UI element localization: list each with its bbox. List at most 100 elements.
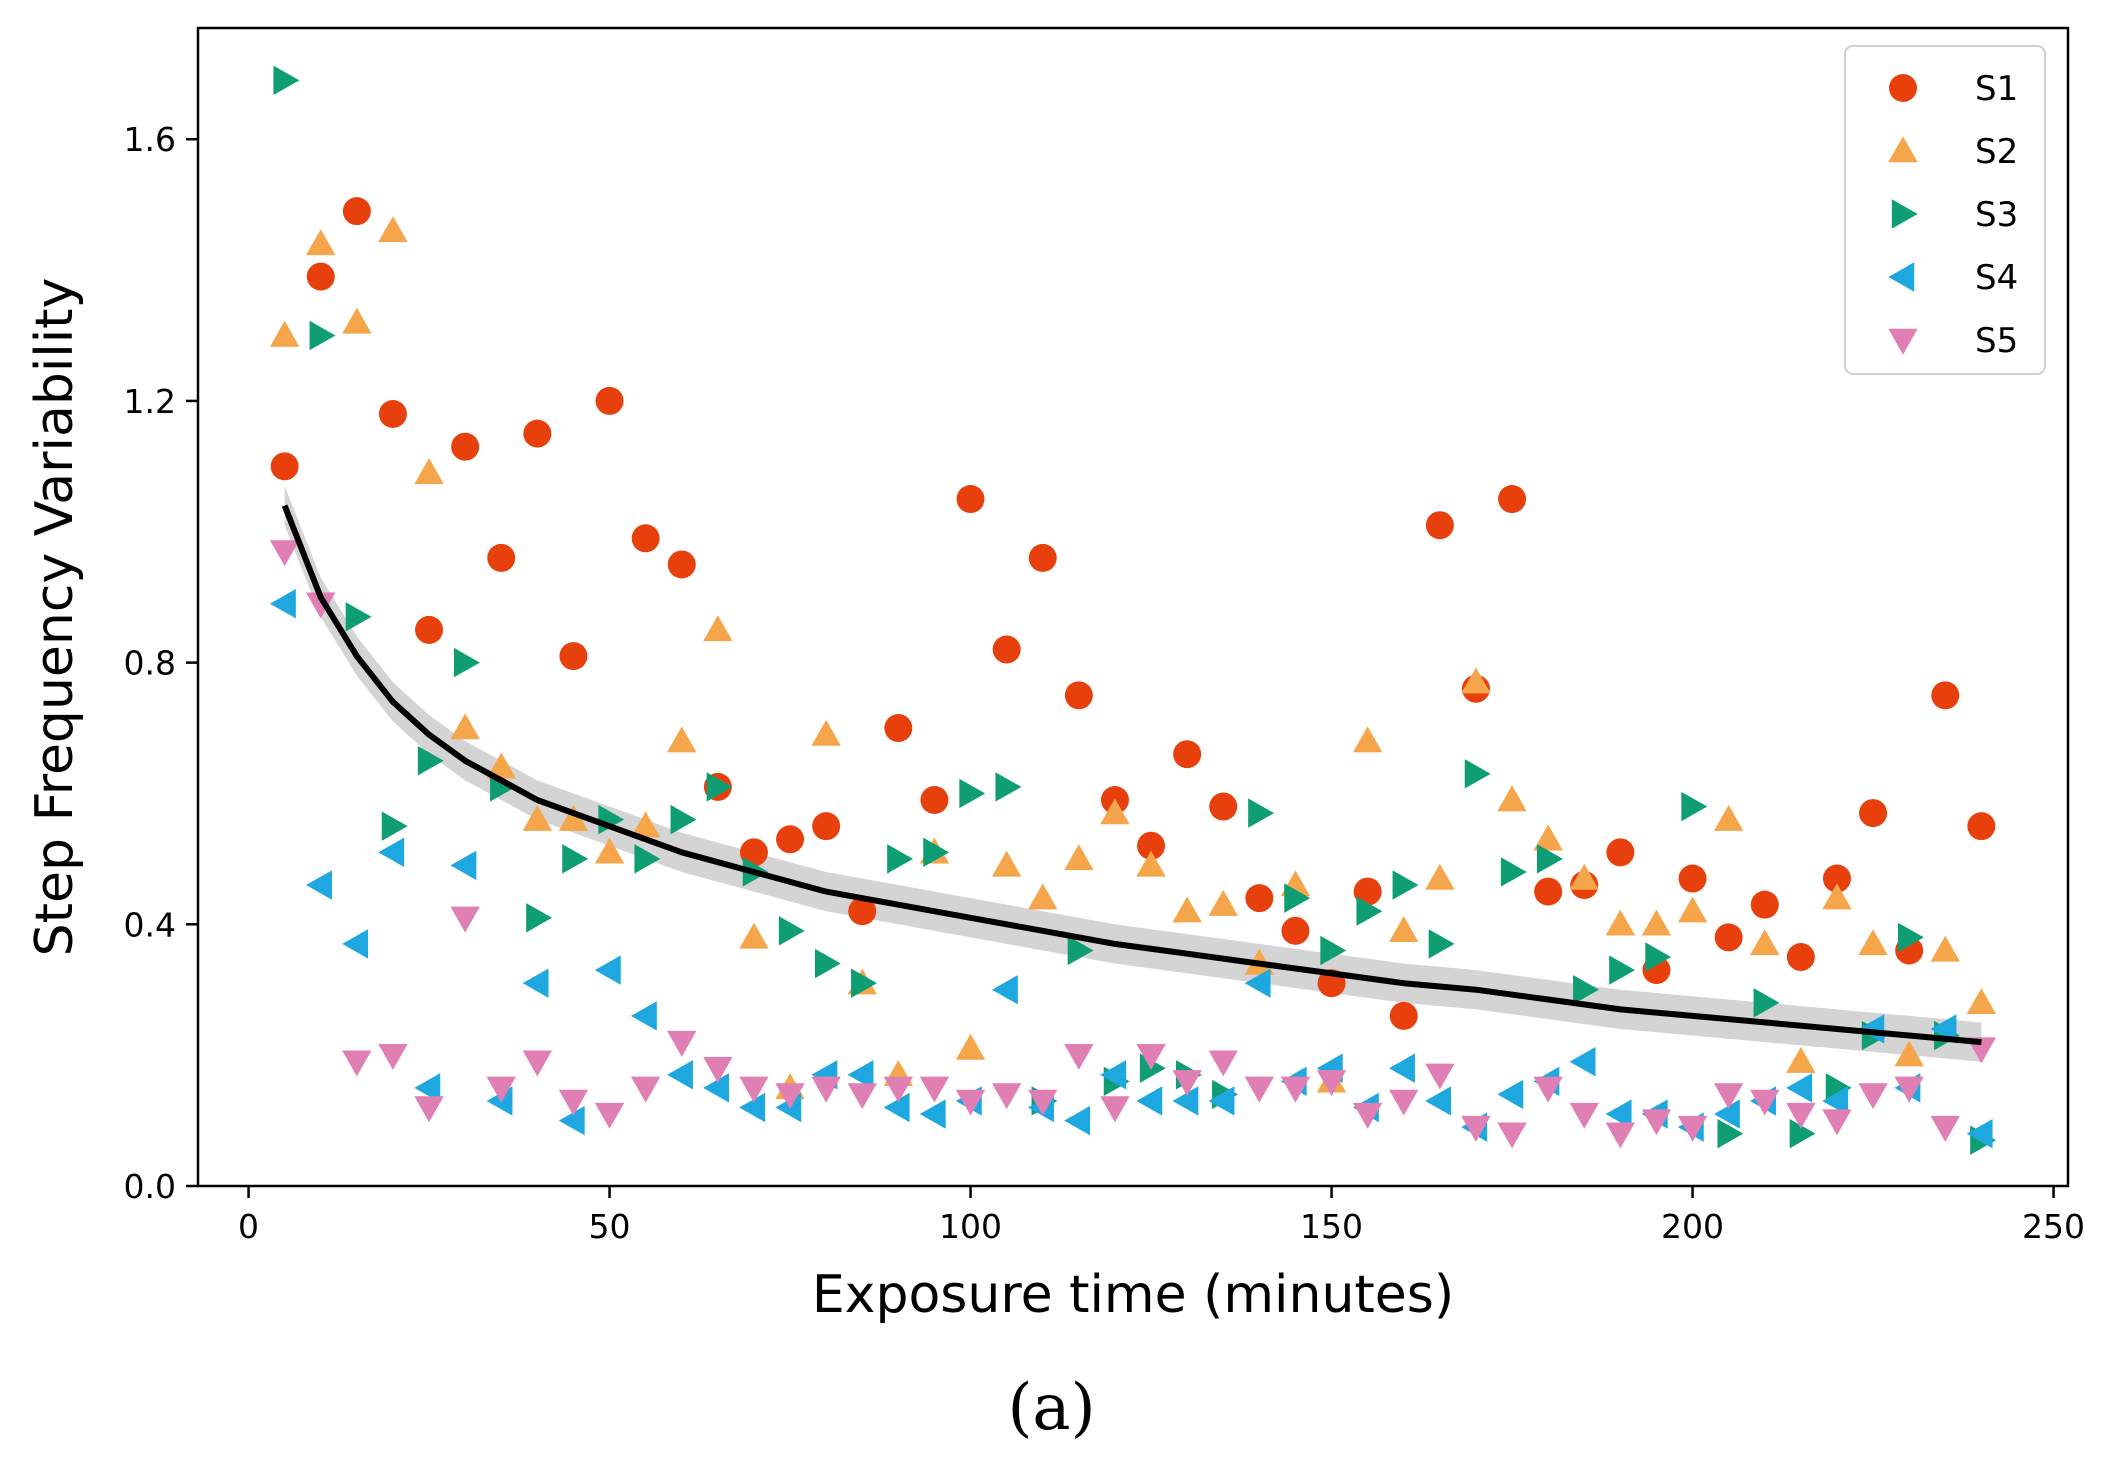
data-point-s1 (1353, 877, 1382, 906)
data-point-s3 (959, 778, 986, 809)
y-tick-label: 0.0 (124, 1167, 176, 1206)
data-point-s1 (1786, 943, 1815, 972)
data-point-s4 (667, 1060, 693, 1090)
data-point-s1 (1064, 681, 1093, 710)
data-point-s5 (667, 1030, 697, 1057)
y-tick-label: 1.2 (124, 382, 176, 421)
data-point-s2 (450, 713, 480, 740)
data-point-s5 (1244, 1076, 1275, 1103)
data-point-s1 (1173, 740, 1202, 769)
data-point-s5 (558, 1089, 589, 1116)
data-point-s1 (415, 615, 444, 644)
data-point-s3 (1284, 883, 1311, 913)
data-point-s3 (309, 320, 336, 351)
data-point-s2 (1930, 935, 1960, 962)
series-s2 (269, 216, 1997, 1100)
series-s5 (269, 540, 1997, 1149)
data-point-s4 (883, 1092, 910, 1123)
data-point-s5 (342, 1050, 372, 1077)
series-s3 (273, 65, 1997, 1155)
data-point-s2 (1569, 863, 1599, 890)
data-point-s1 (884, 714, 913, 743)
data-point-s1 (306, 262, 335, 291)
data-point-s2 (342, 307, 372, 334)
data-point-s3 (562, 844, 589, 874)
data-point-s2 (1894, 1040, 1924, 1067)
data-point-s2 (1822, 883, 1852, 910)
data-point-s1 (1606, 838, 1635, 867)
data-point-s4 (1389, 1053, 1415, 1083)
data-point-s2 (486, 752, 516, 779)
data-point-s5 (269, 540, 300, 567)
x-axis-label: Exposure time (minutes) (812, 1265, 1454, 1325)
data-point-s4 (1966, 1118, 1993, 1149)
data-point-s1 (523, 419, 552, 448)
data-point-s2 (1389, 916, 1419, 943)
data-point-s1 (920, 786, 949, 814)
legend-marker-s5 (1888, 328, 1918, 355)
data-point-s3 (526, 903, 553, 933)
data-point-s3 (1392, 870, 1419, 900)
data-point-s5 (1172, 1070, 1202, 1097)
data-point-s2 (703, 615, 733, 642)
data-point-s3 (273, 65, 300, 96)
data-point-s5 (1894, 1076, 1924, 1103)
series-s1 (270, 197, 1996, 1030)
y-axis-label: Step Frequency Variability (25, 278, 85, 957)
data-point-s4 (1064, 1105, 1091, 1136)
data-point-s4 (847, 1060, 874, 1090)
data-point-s5 (1352, 1102, 1383, 1129)
data-point-s5 (450, 906, 480, 933)
data-point-s5 (594, 1102, 625, 1129)
data-point-s3 (1248, 798, 1275, 828)
data-point-s3 (814, 948, 841, 979)
data-point-s2 (522, 804, 553, 831)
data-point-s5 (955, 1089, 986, 1116)
data-point-s3 (1645, 942, 1672, 972)
data-point-s3 (453, 647, 480, 678)
data-point-s3 (1356, 896, 1383, 926)
figure-caption: (a) (1007, 1371, 1096, 1445)
legend-label-s5: S5 (1975, 321, 2018, 361)
data-point-s1 (1389, 1001, 1418, 1030)
data-point-s3 (1573, 975, 1599, 1005)
y-tick-label: 0.8 (124, 644, 176, 683)
data-point-s4 (1605, 1099, 1632, 1129)
data-point-s5 (883, 1076, 914, 1103)
data-point-s5 (919, 1076, 950, 1103)
data-point-s4 (1497, 1079, 1524, 1110)
data-point-s4 (1858, 1014, 1885, 1044)
data-point-s1 (1245, 884, 1274, 913)
data-point-s2 (1352, 726, 1383, 753)
x-tick-label: 100 (939, 1207, 1002, 1246)
data-point-s1 (956, 485, 985, 514)
data-point-s2 (1713, 804, 1744, 831)
data-point-s5 (1389, 1089, 1419, 1116)
data-point-s1 (451, 432, 480, 461)
data-point-s1 (1425, 511, 1454, 540)
data-point-s2 (991, 850, 1022, 877)
data-point-s2 (1461, 667, 1491, 694)
data-point-s3 (1897, 922, 1924, 953)
data-point-s5 (991, 1083, 1022, 1110)
data-point-s5 (847, 1083, 877, 1110)
data-point-s3 (1753, 988, 1780, 1018)
data-point-s1 (378, 400, 407, 428)
legend-label-s4: S4 (1975, 258, 2018, 298)
data-point-s5 (1028, 1089, 1058, 1116)
data-point-s2 (414, 458, 444, 485)
data-point-s4 (739, 1092, 766, 1123)
data-point-s3 (778, 916, 805, 946)
legend-label-s3: S3 (1975, 195, 2018, 235)
data-point-s2 (558, 804, 589, 831)
data-point-s5 (1064, 1043, 1094, 1070)
axes: 0 50 100 150 200 250 0.0 0.4 0.8 1.2 1.6 Exposure t… (25, 26, 2085, 1325)
data-point-s3 (1464, 759, 1491, 789)
data-point-s1 (776, 825, 805, 854)
data-point-s1 (1822, 864, 1851, 893)
data-point-s4 (919, 1099, 946, 1129)
data-point-s5 (1136, 1043, 1166, 1070)
data-point-s3 (1609, 955, 1636, 985)
data-point-s2 (1750, 929, 1780, 956)
